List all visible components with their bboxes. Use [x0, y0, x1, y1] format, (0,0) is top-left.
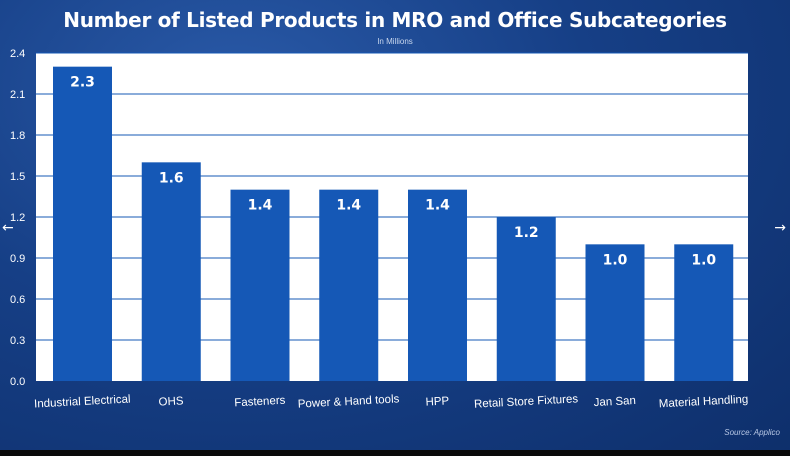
- bar: [230, 189, 290, 381]
- y-tick-label: 1.8: [10, 130, 25, 142]
- x-tick-label: Fasteners: [234, 395, 286, 410]
- data-label: 1.4: [336, 198, 361, 214]
- y-tick-label: 0.9: [10, 253, 25, 265]
- x-axis-ticks: Industrial Electrical OHS Fasteners Power &…: [34, 393, 749, 410]
- x-tick-label: OHS: [158, 395, 184, 408]
- data-label: 1.4: [425, 198, 450, 214]
- bar: [408, 189, 467, 381]
- y-tick-label: 1.2: [10, 212, 25, 224]
- data-label: 1.0: [603, 252, 628, 268]
- data-label: 1.4: [248, 198, 273, 214]
- next-slide-icon[interactable]: →: [774, 220, 786, 236]
- x-tick-label: HPP: [425, 395, 450, 408]
- x-tick-label: Power & Hand tools: [298, 393, 400, 410]
- y-tick-label: 0.3: [10, 335, 25, 347]
- x-tick-label: Material Handling: [659, 394, 749, 411]
- bar: [141, 162, 201, 381]
- bars: 2.3 1.6 1.4 1.4 1.4 1.2 1.0 1.0: [53, 66, 734, 382]
- source-note: Source: Applico: [724, 428, 780, 437]
- y-tick-label: 0.0: [10, 376, 25, 388]
- bar: [674, 244, 734, 381]
- y-axis-ticks: 0.0 0.3 0.6 0.9 1.2 1.5 1.8 2.1 2.4: [10, 48, 25, 388]
- y-tick-label: 0.6: [10, 294, 25, 306]
- data-label: 1.0: [691, 252, 716, 268]
- data-label: 1.2: [514, 225, 539, 241]
- prev-slide-icon[interactable]: ←: [2, 220, 14, 236]
- bar: [319, 189, 379, 381]
- chart-title: Number of Listed Products in MRO and Off…: [63, 8, 727, 32]
- bottom-bar: [0, 450, 790, 456]
- data-label: 2.3: [70, 75, 95, 91]
- y-tick-label: 2.1: [10, 89, 25, 101]
- x-tick-label: Industrial Electrical: [34, 393, 131, 410]
- data-label: 1.6: [159, 170, 184, 186]
- y-tick-label: 2.4: [10, 48, 25, 60]
- bar: [496, 217, 556, 381]
- chart-subtitle: In Millions: [377, 37, 413, 46]
- bar: [53, 66, 112, 382]
- y-tick-label: 1.5: [10, 171, 25, 183]
- bar: [585, 244, 645, 381]
- x-tick-label: Retail Store Fixtures: [474, 393, 579, 410]
- x-tick-label: Jan San: [593, 395, 636, 409]
